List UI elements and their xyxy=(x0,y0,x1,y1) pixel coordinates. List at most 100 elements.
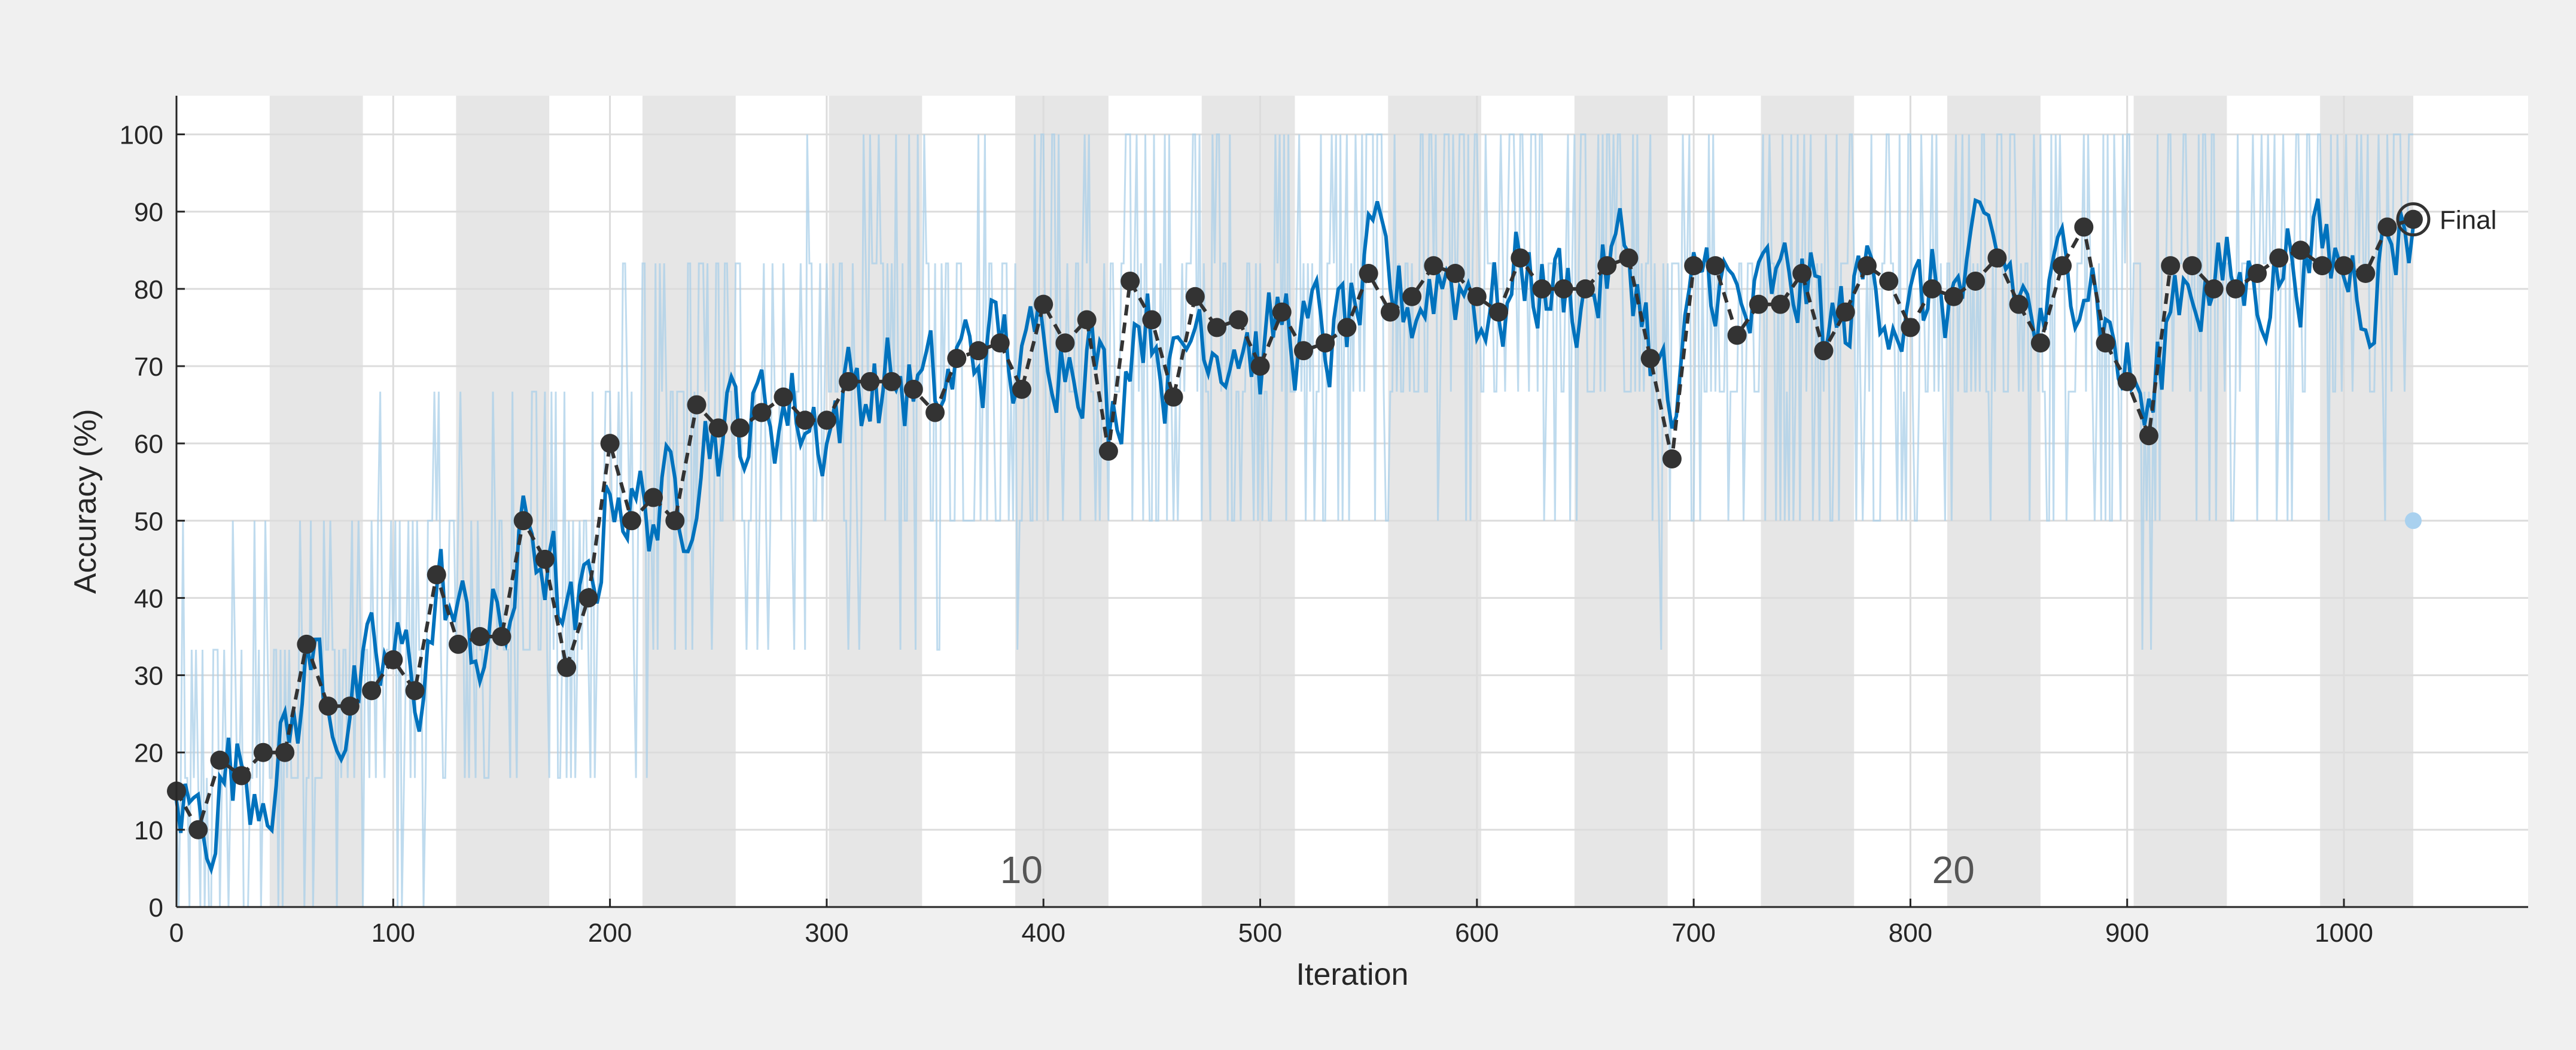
validation-point xyxy=(405,681,425,701)
validation-point xyxy=(969,341,988,361)
validation-point xyxy=(903,379,923,399)
validation-point xyxy=(882,372,902,391)
validation-point xyxy=(1012,379,1031,399)
validation-point xyxy=(665,511,685,531)
x-tick-label: 100 xyxy=(372,918,415,948)
validation-point xyxy=(448,634,468,654)
validation-point xyxy=(1402,287,1422,306)
validation-point xyxy=(1120,271,1140,291)
validation-point xyxy=(947,349,967,369)
validation-point xyxy=(1489,302,1509,322)
epoch-band xyxy=(456,96,550,907)
validation-point xyxy=(2377,217,2397,237)
y-tick-label: 100 xyxy=(120,121,163,150)
epoch-label: 10 xyxy=(1000,848,1043,891)
training-progress-panel: 0 100 200 300 400 500 600 700 800 900 1000 0 10 20 30… xyxy=(24,21,2552,1026)
validation-point xyxy=(318,696,338,716)
validation-point xyxy=(687,395,707,415)
validation-point xyxy=(2334,256,2354,276)
validation-point xyxy=(2248,264,2267,284)
raw-accuracy-line xyxy=(175,133,2413,908)
validation-point xyxy=(1922,279,1942,299)
x-tick-label: 1000 xyxy=(2315,918,2373,948)
x-tick-label: 400 xyxy=(1022,918,1065,948)
validation-point xyxy=(2312,256,2332,276)
x-tick-label: 200 xyxy=(588,918,632,948)
validation-point xyxy=(1706,256,1725,276)
validation-point xyxy=(383,650,403,669)
validation-point xyxy=(1640,349,1660,369)
validation-point xyxy=(2182,256,2202,276)
validation-point xyxy=(1034,294,1053,314)
final-marker-ring xyxy=(2396,202,2431,237)
validation-point xyxy=(990,333,1010,353)
y-tick-label: 80 xyxy=(134,275,163,305)
validation-point xyxy=(1337,318,1357,337)
validation-point xyxy=(1359,264,1378,284)
validation-point xyxy=(708,418,728,438)
validation-point xyxy=(839,372,858,391)
final-training-dot xyxy=(2404,512,2422,529)
validation-point xyxy=(1316,333,1335,353)
validation-point xyxy=(275,742,295,762)
validation-point xyxy=(1077,310,1097,330)
validation-point xyxy=(1185,287,1205,306)
validation-point xyxy=(1727,325,1747,345)
validation-point xyxy=(644,488,663,507)
validation-point xyxy=(1792,264,1812,284)
x-axis-title: Iteration xyxy=(1296,957,1409,992)
validation-point xyxy=(2291,241,2310,260)
validation-point xyxy=(1293,341,1313,361)
validation-point xyxy=(557,658,577,677)
x-tick-label: 600 xyxy=(1455,918,1499,948)
validation-point xyxy=(1575,279,1595,299)
validation-point xyxy=(253,742,273,762)
y-tick-label: 30 xyxy=(134,662,163,691)
validation-point xyxy=(1532,279,1552,299)
validation-point xyxy=(535,549,555,569)
y-tick-label: 40 xyxy=(134,584,163,613)
validation-point xyxy=(795,410,815,430)
validation-point xyxy=(1164,387,1183,407)
y-tick-label: 70 xyxy=(134,352,163,382)
validation-point xyxy=(1814,341,1834,361)
validation-point xyxy=(340,696,360,716)
accuracy-chart: 0 100 200 300 400 500 600 700 800 900 1000 0 10 20 30… xyxy=(68,96,2528,992)
validation-point xyxy=(188,820,208,839)
y-tick-label: 60 xyxy=(134,430,163,459)
validation-point xyxy=(1944,287,1963,306)
y-axis-title: Accuracy (%) xyxy=(68,409,103,594)
final-marker xyxy=(2403,209,2423,229)
validation-point xyxy=(1857,256,1877,276)
y-tick-label: 10 xyxy=(134,816,163,845)
validation-point xyxy=(1835,302,1855,322)
validation-line xyxy=(175,217,2414,835)
validation-point xyxy=(2204,279,2224,299)
validation-point xyxy=(1749,294,1768,314)
validation-point xyxy=(1229,310,1249,330)
validation-point xyxy=(622,511,641,531)
validation-point xyxy=(1966,271,1986,291)
epoch-band xyxy=(1201,96,1295,907)
validation-point xyxy=(2053,256,2072,276)
validation-point xyxy=(1684,256,1704,276)
validation-point xyxy=(1619,248,1639,268)
validation-point xyxy=(925,403,945,422)
x-tick-label: 700 xyxy=(1671,918,1715,948)
validation-point xyxy=(578,588,598,608)
validation-point xyxy=(1207,318,1227,337)
validation-point xyxy=(492,627,511,646)
validation-point xyxy=(1445,264,1465,284)
validation-point xyxy=(1597,256,1617,276)
validation-point xyxy=(730,418,750,438)
validation-point xyxy=(297,634,316,654)
validation-point xyxy=(1771,294,1791,314)
validation-point xyxy=(210,750,230,770)
epoch-band xyxy=(1761,96,1855,907)
validation-point xyxy=(1879,271,1899,291)
validation-point xyxy=(470,627,490,646)
validation-point xyxy=(2117,372,2137,391)
validation-point xyxy=(1098,442,1118,461)
x-tick-label: 0 xyxy=(169,918,184,948)
x-tick-label: 500 xyxy=(1238,918,1282,948)
